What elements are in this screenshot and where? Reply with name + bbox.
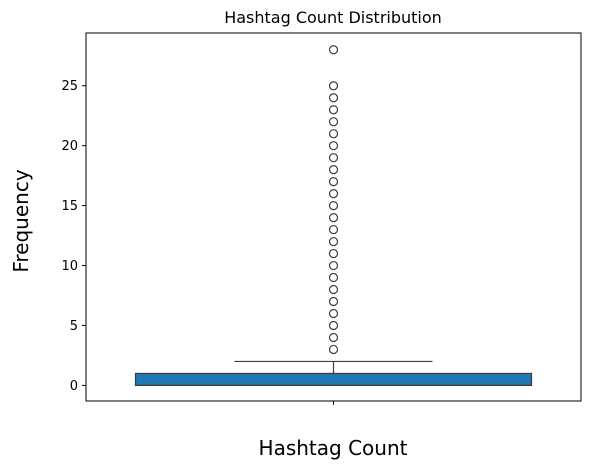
y-tick-label-15: 15 [61, 199, 78, 214]
outlier-point-28 [328, 45, 339, 55]
outlier-point-5 [328, 320, 339, 331]
outlier-point-3 [328, 344, 339, 355]
outlier-point-6 [328, 308, 339, 319]
outlier-point-24 [328, 93, 339, 103]
outlier-point-23 [328, 105, 339, 115]
outlier-point-17 [328, 177, 339, 187]
outlier-point-9 [328, 272, 339, 283]
outlier-point-19 [328, 153, 339, 163]
y-tick-label-20: 20 [61, 139, 78, 154]
chart-title: Hashtag Count Distribution [224, 8, 442, 27]
iqr-box [134, 372, 533, 387]
outlier-point-21 [328, 129, 339, 139]
outlier-point-20 [328, 141, 339, 151]
y-axis-title: Frequency [9, 169, 33, 272]
outlier-point-12 [328, 236, 339, 247]
plot-area: 0 5 10 15 20 25 [61, 32, 582, 405]
y-tick-label-10: 10 [61, 259, 78, 274]
y-tick-label-5: 5 [70, 319, 78, 334]
outlier-point-7 [328, 296, 339, 307]
x-axis-title: Hashtag Count [259, 436, 408, 460]
outlier-point-16 [328, 189, 339, 199]
y-tick-label-0: 0 [70, 379, 78, 394]
outlier-point-25 [328, 81, 339, 91]
y-tick-label-25: 25 [61, 79, 78, 94]
outlier-point-4 [328, 332, 339, 343]
outlier-point-8 [328, 284, 339, 295]
outlier-point-18 [328, 165, 339, 175]
outlier-point-10 [328, 260, 339, 271]
outlier-point-22 [328, 117, 339, 127]
outlier-point-11 [328, 248, 339, 259]
outlier-point-14 [328, 212, 339, 223]
outlier-point-13 [328, 224, 339, 235]
outlier-point-15 [328, 201, 339, 211]
